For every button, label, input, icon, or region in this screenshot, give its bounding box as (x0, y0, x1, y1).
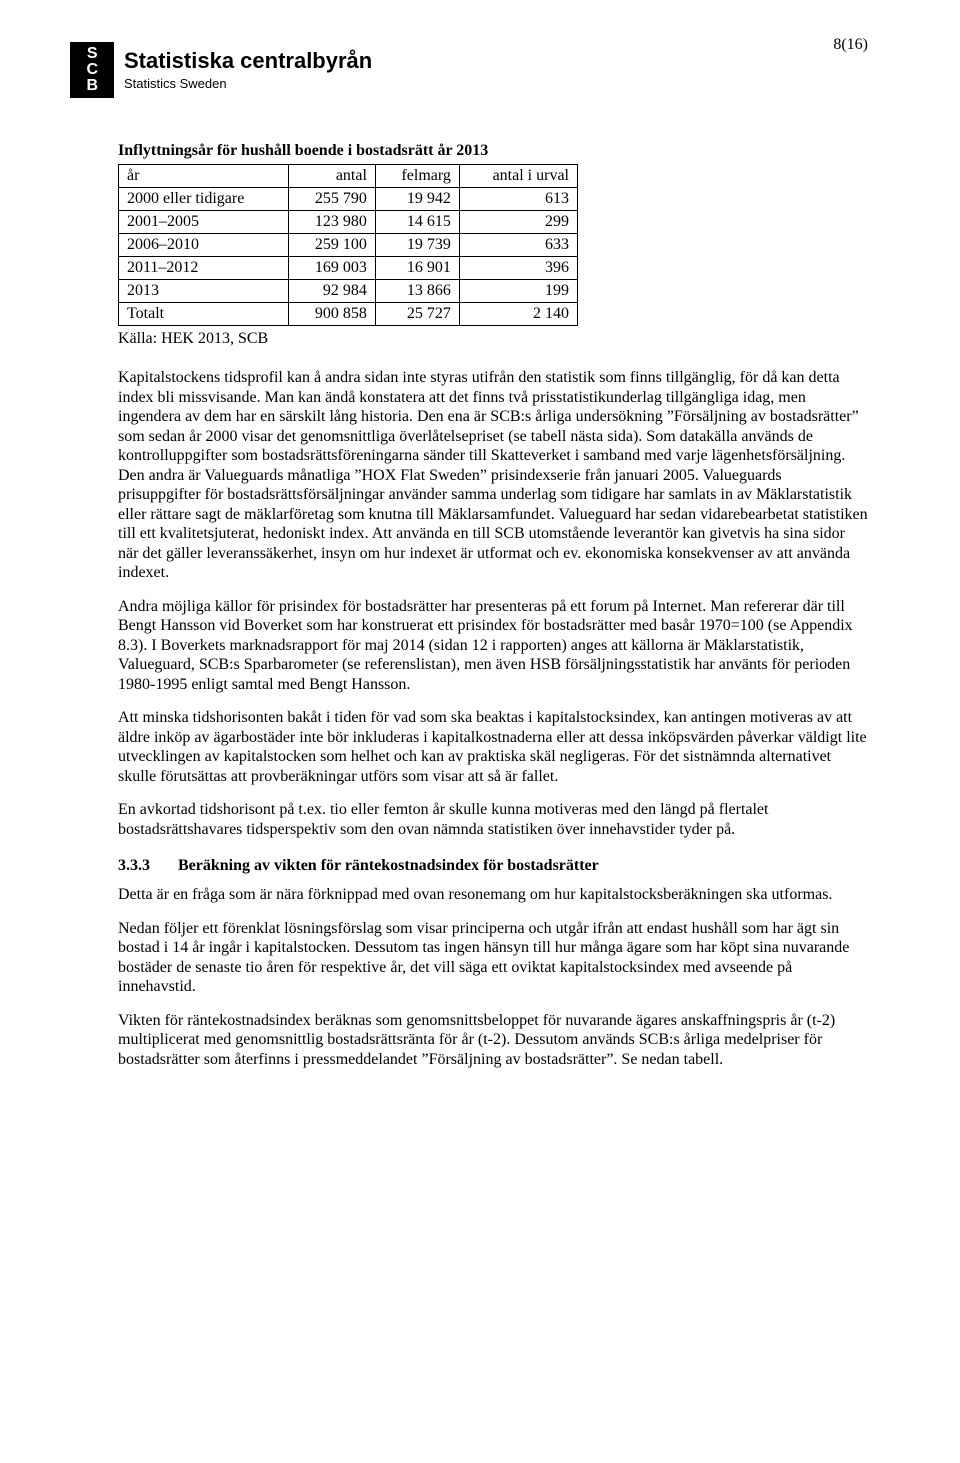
section-number: 3.3.3 (118, 857, 174, 875)
cell: 19 739 (375, 234, 459, 257)
col-header: år (119, 165, 289, 188)
cell: 255 790 (288, 188, 375, 211)
paragraph: Att minska tidshorisonten bakåt i tiden … (118, 708, 868, 786)
cell: 900 858 (288, 303, 375, 326)
table-row: 2006–2010 259 100 19 739 633 (119, 234, 578, 257)
scb-logo-mark: S C B (70, 42, 114, 98)
logo-text-block: Statistiska centralbyrån Statistics Swed… (124, 42, 372, 98)
header-logo: S C B Statistiska centralbyrån Statistic… (70, 42, 868, 98)
table-row: 2000 eller tidigare 255 790 19 942 613 (119, 188, 578, 211)
paragraph: Detta är en fråga som är nära förknippad… (118, 885, 868, 905)
paragraph: Vikten för räntekostnadsindex beräknas s… (118, 1011, 868, 1070)
paragraph: En avkortad tidshorisont på t.ex. tio el… (118, 800, 868, 839)
cell: 2011–2012 (119, 257, 289, 280)
table-row: 2013 92 984 13 866 199 (119, 280, 578, 303)
col-header: antal (288, 165, 375, 188)
section-heading: 3.3.3 Beräkning av vikten för räntekostn… (118, 857, 868, 875)
cell: 2006–2010 (119, 234, 289, 257)
logo-main-text: Statistiska centralbyrån (124, 50, 372, 72)
document-page: 8(16) S C B Statistiska centralbyrån Sta… (0, 0, 960, 1463)
cell: 13 866 (375, 280, 459, 303)
cell: 2000 eller tidigare (119, 188, 289, 211)
cell: 25 727 (375, 303, 459, 326)
cell: 19 942 (375, 188, 459, 211)
cell: 92 984 (288, 280, 375, 303)
table-title: Inflyttningsår för hushåll boende i bost… (118, 142, 868, 160)
table-row: 2011–2012 169 003 16 901 396 (119, 257, 578, 280)
paragraph: Nedan följer ett förenklat lösningsförsl… (118, 919, 868, 997)
cell: 2 140 (459, 303, 577, 326)
cell: 2001–2005 (119, 211, 289, 234)
cell: 199 (459, 280, 577, 303)
page-number: 8(16) (833, 36, 868, 54)
paragraph: Kapitalstockens tidsprofil kan å andra s… (118, 368, 868, 583)
cell: 396 (459, 257, 577, 280)
cell: 2013 (119, 280, 289, 303)
data-table: år antal felmarg antal i urval 2000 elle… (118, 164, 578, 326)
cell: 16 901 (375, 257, 459, 280)
section-title: Beräkning av vikten för räntekostnadsind… (178, 857, 599, 874)
table-row-total: Totalt 900 858 25 727 2 140 (119, 303, 578, 326)
col-header: felmarg (375, 165, 459, 188)
table-source: Källa: HEK 2013, SCB (118, 330, 868, 348)
logo-letter: S (87, 46, 97, 62)
logo-letter: C (86, 62, 97, 78)
cell: 169 003 (288, 257, 375, 280)
col-header: antal i urval (459, 165, 577, 188)
paragraph: Andra möjliga källor för prisindex för b… (118, 597, 868, 695)
cell: Totalt (119, 303, 289, 326)
cell: 633 (459, 234, 577, 257)
table-row: 2001–2005 123 980 14 615 299 (119, 211, 578, 234)
logo-letter: B (86, 78, 97, 94)
cell: 14 615 (375, 211, 459, 234)
logo-sub-text: Statistics Sweden (124, 76, 372, 91)
table-header-row: år antal felmarg antal i urval (119, 165, 578, 188)
cell: 259 100 (288, 234, 375, 257)
cell: 299 (459, 211, 577, 234)
cell: 613 (459, 188, 577, 211)
cell: 123 980 (288, 211, 375, 234)
